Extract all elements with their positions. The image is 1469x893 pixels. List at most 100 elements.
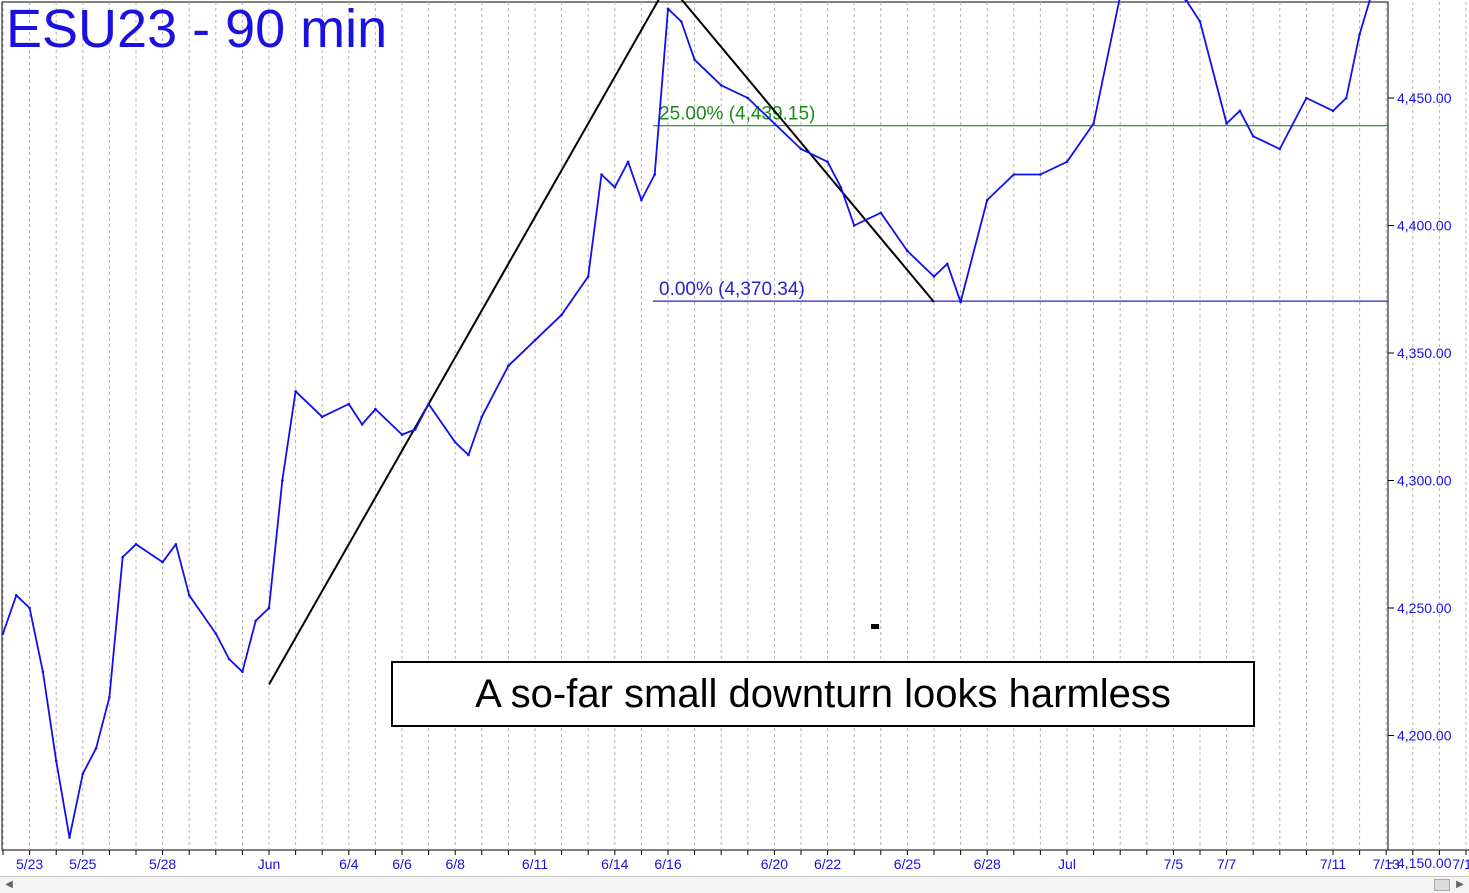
x-tick-label: 6/4	[339, 856, 359, 872]
price-point	[453, 440, 457, 444]
price-point	[161, 560, 164, 564]
horizontal-scrollbar[interactable]: ◀ ▶	[0, 876, 1469, 893]
y-tick-label: 4,200.00	[1397, 728, 1452, 744]
price-point	[560, 313, 563, 317]
price-point	[653, 173, 656, 176]
x-tick-label: 6/25	[894, 856, 921, 872]
price-point	[600, 173, 603, 176]
price-point	[294, 389, 297, 393]
x-tick-label: 7/13	[1373, 856, 1400, 872]
price-point	[14, 593, 18, 597]
price-point	[94, 746, 98, 750]
price-point	[400, 433, 404, 436]
price-point	[533, 338, 537, 342]
x-tick-label: 6/28	[974, 856, 1001, 872]
x-tick-label: 5/25	[69, 856, 96, 872]
y-tick-label: 4,400.00	[1397, 218, 1452, 234]
x-tick-label: 6/14	[601, 856, 628, 872]
y-tick-label: 4,350.00	[1397, 345, 1452, 361]
price-point	[946, 262, 949, 266]
x-tick-label: 6/20	[761, 856, 788, 872]
abc-pattern-line	[680, 0, 935, 303]
price-point	[1065, 160, 1069, 164]
price-point	[879, 211, 883, 215]
y-tick-label: 4,250.00	[1397, 600, 1452, 616]
price-point	[1039, 173, 1042, 176]
price-point	[839, 185, 843, 189]
price-point	[1, 632, 5, 635]
price-point	[799, 147, 803, 151]
scroll-left-icon[interactable]: ◀	[5, 879, 13, 890]
price-point	[1092, 122, 1095, 125]
price-point	[427, 402, 430, 406]
price-point	[586, 275, 590, 278]
price-point	[746, 96, 750, 100]
price-point	[467, 453, 470, 457]
price-point	[68, 836, 71, 839]
price-point	[41, 670, 45, 674]
price-point	[214, 632, 218, 635]
price-point	[1251, 134, 1255, 138]
x-tick-label: 5/23	[16, 856, 43, 872]
x-tick-label: 7/5	[1164, 856, 1184, 872]
price-point	[281, 479, 284, 482]
price-point	[414, 428, 417, 431]
x-tick-label: 6/6	[392, 856, 412, 872]
x-tick-label: Jun	[258, 856, 281, 872]
price-point	[480, 415, 484, 419]
scroll-thumb[interactable]	[1434, 879, 1450, 891]
x-tick-label: 6/16	[654, 856, 681, 872]
y-tick-label: 4,150.00	[1397, 855, 1452, 871]
y-tick-label: 4,300.00	[1397, 473, 1452, 489]
price-point	[932, 275, 936, 278]
price-point	[360, 423, 364, 426]
price-point	[826, 160, 829, 164]
price-point	[626, 160, 630, 164]
price-point	[1345, 96, 1348, 100]
price-point	[613, 185, 617, 189]
price-point	[187, 593, 191, 597]
price-point	[959, 300, 962, 304]
price-point	[1198, 20, 1202, 23]
price-point	[1225, 122, 1228, 125]
price-point	[1358, 32, 1361, 36]
price-point	[680, 20, 683, 23]
price-point	[666, 7, 670, 11]
price-point	[1185, 0, 1188, 3]
small-marker	[871, 624, 879, 629]
price-point	[347, 402, 351, 406]
price-point	[320, 415, 324, 419]
scroll-right-icon[interactable]: ▶	[1456, 879, 1464, 890]
price-point	[906, 249, 909, 253]
price-point	[1278, 147, 1282, 151]
price-point	[693, 58, 696, 62]
retracement-label: 0.00% (4,370.34)	[659, 279, 805, 300]
price-point	[81, 772, 85, 776]
price-point	[1012, 173, 1016, 176]
abc-pattern-line	[268, 0, 660, 685]
price-point	[1331, 109, 1335, 113]
x-tick-label: 6/22	[814, 856, 841, 872]
price-point	[241, 670, 244, 674]
price-point	[719, 83, 723, 87]
price-point	[54, 759, 58, 763]
x-tick-label: 7/7	[1217, 856, 1237, 872]
x-tick-label: 6/11	[522, 856, 548, 872]
price-point	[1305, 96, 1308, 100]
x-tick-label: 6/8	[445, 856, 465, 872]
price-point	[108, 695, 111, 699]
price-point	[852, 224, 856, 227]
price-point	[1238, 109, 1242, 113]
y-tick-label: 4,450.00	[1397, 90, 1452, 106]
x-tick-label: Jul	[1058, 856, 1076, 872]
price-point	[507, 364, 510, 368]
price-point	[254, 619, 257, 623]
price-point	[174, 542, 178, 546]
price-point	[227, 657, 231, 661]
price-point	[121, 555, 124, 559]
price-point	[134, 542, 138, 546]
x-tick-label: 7/11	[1320, 856, 1346, 872]
x-tick-label: 5/28	[149, 856, 176, 872]
price-point	[773, 122, 776, 125]
